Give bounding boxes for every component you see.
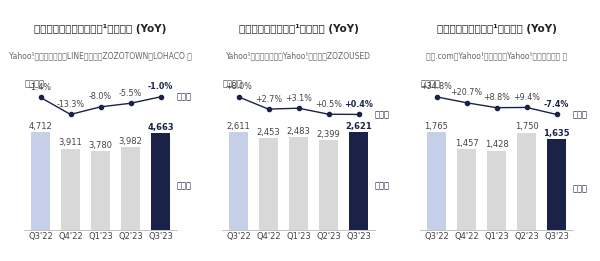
Text: 国内サービス取扱高¹・成長率 (YoY): 国内サービス取扱高¹・成長率 (YoY) (437, 24, 556, 34)
Text: +8.0%: +8.0% (225, 82, 252, 92)
Text: 3,780: 3,780 (89, 141, 113, 150)
Bar (259, 138, 278, 230)
Text: 2,621: 2,621 (345, 122, 372, 130)
Text: 2,483: 2,483 (287, 127, 310, 136)
Text: -5.5%: -5.5% (119, 89, 142, 98)
Text: +9.4%: +9.4% (513, 93, 540, 102)
Text: 1,765: 1,765 (425, 122, 448, 130)
Bar (289, 137, 308, 230)
Text: 取扱高: 取扱高 (177, 182, 192, 191)
Bar (427, 132, 446, 230)
Bar (319, 140, 338, 230)
Text: +20.7%: +20.7% (451, 88, 482, 97)
Text: -7.4%: -7.4% (544, 100, 569, 109)
Text: -1.0%: -1.0% (148, 82, 173, 92)
Text: +0.5%: +0.5% (315, 100, 342, 109)
Text: 成長率: 成長率 (177, 92, 192, 101)
Bar (349, 132, 368, 230)
Text: +2.7%: +2.7% (255, 95, 282, 104)
Text: 一休.com、Yahoo!トラベル、Yahoo!ロコ、出前館 等: 一休.com、Yahoo!トラベル、Yahoo!ロコ、出前館 等 (426, 51, 567, 60)
Text: （億円）: （億円） (25, 79, 45, 88)
Text: Yahoo!ショッピング、LINEギフト、ZOZOTOWN、LOHACO 等: Yahoo!ショッピング、LINEギフト、ZOZOTOWN、LOHACO 等 (9, 51, 192, 60)
Bar (487, 151, 506, 230)
Bar (547, 139, 566, 230)
Text: 2,399: 2,399 (317, 130, 340, 139)
Text: 1,428: 1,428 (485, 140, 508, 149)
Bar (151, 133, 170, 230)
Text: 4,712: 4,712 (29, 122, 52, 130)
Text: Yahoo!オークション、Yahoo!フリマ、ZOZOUSED: Yahoo!オークション、Yahoo!フリマ、ZOZOUSED (226, 51, 371, 60)
Text: 2,453: 2,453 (257, 128, 280, 137)
Text: 成長率: 成長率 (375, 110, 390, 119)
Text: 1,457: 1,457 (455, 139, 478, 147)
Bar (61, 149, 80, 230)
Text: 成長率: 成長率 (573, 110, 588, 119)
Bar (91, 151, 110, 230)
Text: -1.4%: -1.4% (29, 83, 52, 92)
Text: 1,750: 1,750 (515, 122, 538, 131)
Text: +8.8%: +8.8% (483, 93, 510, 102)
Text: +0.4%: +0.4% (344, 100, 373, 109)
Text: 取扱高: 取扱高 (573, 185, 588, 193)
Text: 3,911: 3,911 (59, 138, 82, 147)
Text: -13.3%: -13.3% (56, 100, 85, 109)
Bar (31, 132, 50, 230)
Text: 1,635: 1,635 (543, 129, 570, 138)
Text: 取扱高: 取扱高 (375, 181, 390, 190)
Bar (229, 132, 248, 230)
Text: +3.1%: +3.1% (285, 94, 312, 103)
Bar (121, 147, 140, 230)
Text: 国内ショッピング取扱高¹・成長率 (YoY): 国内ショッピング取扱高¹・成長率 (YoY) (34, 24, 167, 34)
Text: 国内リユース取扱高¹・成長率 (YoY): 国内リユース取扱高¹・成長率 (YoY) (239, 24, 358, 34)
Text: （億円）: （億円） (421, 79, 441, 88)
Text: +34.8%: +34.8% (421, 82, 452, 92)
Text: 3,982: 3,982 (119, 137, 142, 146)
Text: -8.0%: -8.0% (89, 92, 112, 102)
Text: （億円）: （億円） (223, 79, 243, 88)
Bar (517, 133, 536, 230)
Text: 2,611: 2,611 (227, 122, 250, 131)
Bar (457, 149, 476, 230)
Text: 4,663: 4,663 (147, 123, 174, 132)
